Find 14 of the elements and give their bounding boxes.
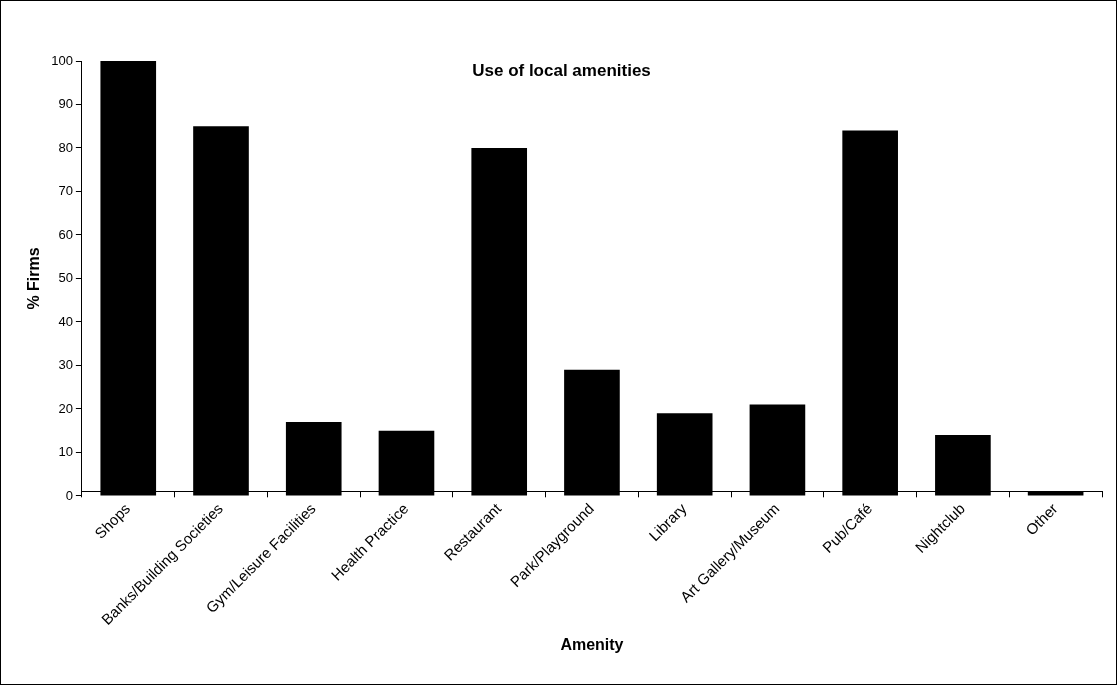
y-tick-label: 70	[58, 183, 73, 199]
y-tick-label: 0	[65, 487, 73, 503]
y-tick-label: 60	[58, 226, 73, 242]
chart-title: Use of local amenities	[472, 60, 651, 80]
y-tick-label: 10	[58, 444, 73, 460]
y-tick-label: 30	[58, 357, 73, 373]
y-axis-title: % Firms	[25, 247, 43, 310]
y-tick-label: 40	[58, 313, 73, 329]
y-tick-label: 20	[58, 400, 73, 416]
y-tick-label: 80	[58, 139, 73, 155]
x-axis-title: Amenity	[560, 636, 624, 654]
y-tick-label: 50	[58, 270, 73, 286]
y-tick-label: 90	[58, 96, 73, 112]
y-tick-label: 100	[51, 52, 73, 68]
